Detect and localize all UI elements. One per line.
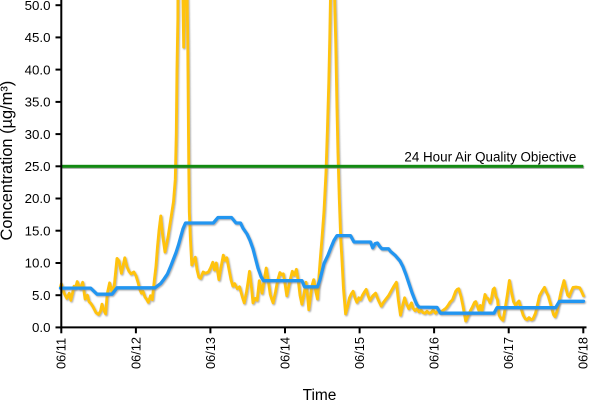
svg-text:45.0: 45.0 — [25, 30, 51, 45]
svg-text:06/14: 06/14 — [277, 337, 292, 369]
svg-text:30.0: 30.0 — [25, 127, 51, 142]
svg-text:15.0: 15.0 — [25, 223, 51, 238]
svg-text:06/15: 06/15 — [352, 337, 367, 369]
svg-text:24 Hour Air Quality Objective: 24 Hour Air Quality Objective — [404, 150, 576, 165]
svg-text:06/18: 06/18 — [576, 337, 591, 369]
svg-text:5.0: 5.0 — [32, 288, 51, 303]
svg-text:50.0: 50.0 — [25, 0, 51, 13]
svg-text:40.0: 40.0 — [25, 62, 51, 77]
svg-text:Time: Time — [303, 387, 337, 400]
svg-text:06/17: 06/17 — [501, 337, 516, 369]
svg-text:25.0: 25.0 — [25, 159, 51, 174]
svg-text:20.0: 20.0 — [25, 191, 51, 206]
svg-text:Concentration (µg/m³): Concentration (µg/m³) — [0, 81, 16, 241]
svg-text:0.0: 0.0 — [32, 320, 51, 335]
svg-text:06/16: 06/16 — [427, 337, 442, 369]
svg-text:35.0: 35.0 — [25, 95, 51, 110]
svg-text:06/11: 06/11 — [54, 338, 69, 369]
svg-text:06/13: 06/13 — [203, 337, 218, 369]
svg-text:06/12: 06/12 — [128, 337, 143, 369]
svg-text:10.0: 10.0 — [25, 256, 51, 271]
